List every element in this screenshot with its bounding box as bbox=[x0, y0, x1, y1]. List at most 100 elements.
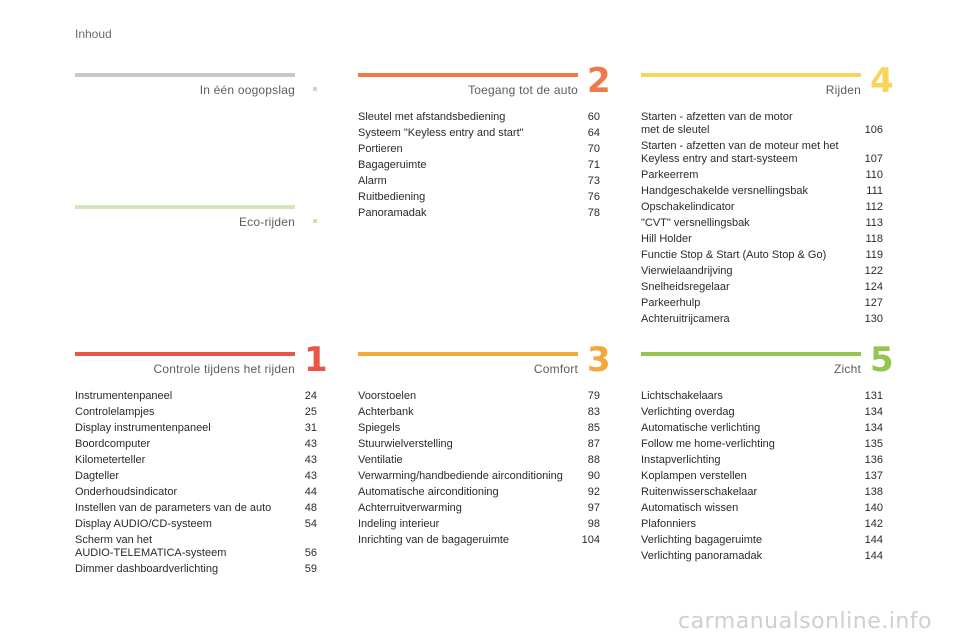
toc-entry[interactable]: Inrichting van de bagageruimte 104 bbox=[358, 532, 600, 548]
section-title[interactable]: Controle tijdens het rijden bbox=[153, 362, 295, 376]
toc-entry[interactable]: Controlelampjes 25 bbox=[75, 404, 317, 420]
section-bar bbox=[641, 352, 861, 356]
section-driving[interactable]: Rijden 4 Starten - afzetten van de motor m… bbox=[641, 64, 894, 325]
toc-entry[interactable]: "CVT" versnellingsbak 113 bbox=[641, 215, 883, 231]
section-title[interactable]: Zicht bbox=[833, 362, 861, 376]
toc-entry[interactable]: Ventilatie 88 bbox=[358, 452, 600, 468]
toc-entry-page: 127 bbox=[864, 296, 883, 309]
toc-entry-title: Lichtschakelaars bbox=[641, 389, 723, 402]
toc-entry[interactable]: Verwarming/handbediende airconditioning 9… bbox=[358, 468, 600, 484]
toc-entry[interactable]: Verlichting overdag 134 bbox=[641, 404, 883, 420]
section-title[interactable]: In één oogopslag bbox=[199, 83, 295, 97]
toc-entry[interactable]: Instrumentenpaneel 24 bbox=[75, 388, 317, 404]
toc-entry[interactable]: Dagteller 43 bbox=[75, 468, 317, 484]
toc-entry[interactable]: Starten - afzetten van de motor met de s… bbox=[641, 109, 883, 138]
section-comfort[interactable]: Comfort 3 Voorstoelen 79 Achterbank 83 Spiegel… bbox=[358, 343, 611, 546]
section-title[interactable]: Comfort bbox=[533, 362, 578, 376]
toc-entry[interactable]: Lichtschakelaars 131 bbox=[641, 388, 883, 404]
toc-entry-title: Opschakelindicator bbox=[641, 200, 735, 213]
toc-entry[interactable]: Onderhoudsindicator 44 bbox=[75, 484, 317, 500]
toc-entry[interactable]: Display AUDIO/CD-systeem 54 bbox=[75, 516, 317, 532]
toc-entry-page: 130 bbox=[864, 312, 883, 325]
toc-entry[interactable]: Bagageruimte 71 bbox=[358, 157, 600, 173]
toc-entry[interactable]: Verlichting bagageruimte 144 bbox=[641, 532, 883, 548]
toc-entry[interactable]: Starten - afzetten van de moteur met het… bbox=[641, 138, 883, 167]
toc-entry[interactable]: Kilometerteller 43 bbox=[75, 452, 317, 468]
toc-entry-title: Achterruitverwarming bbox=[358, 501, 462, 514]
toc-entry-page: 76 bbox=[587, 190, 600, 203]
toc-entry-page: 98 bbox=[587, 517, 600, 530]
toc-entry[interactable]: Hill Holder 118 bbox=[641, 231, 883, 247]
section-title[interactable]: Eco-rijden bbox=[238, 215, 295, 229]
toc-entry-page: 59 bbox=[304, 562, 317, 575]
toc-entry[interactable]: Portieren 70 bbox=[358, 141, 600, 157]
toc-entry-title: Ruitenwisserschakelaar bbox=[641, 485, 758, 498]
toc-entry[interactable]: Boordcomputer 43 bbox=[75, 436, 317, 452]
toc-entry[interactable]: Ruitenwisserschakelaar 138 bbox=[641, 484, 883, 500]
toc-entry-title: Vierwielaandrijving bbox=[641, 264, 733, 277]
toc-entry[interactable]: Achterruitverwarming 97 bbox=[358, 500, 600, 516]
section-bar bbox=[358, 352, 578, 356]
toc-entry-page: 70 bbox=[587, 142, 600, 155]
toc-list: Voorstoelen 79 Achterbank 83 Spiegels 85 Stuur… bbox=[358, 388, 600, 548]
toc-entry[interactable]: Panoramadak 78 bbox=[358, 205, 600, 221]
toc-entry-page: 44 bbox=[304, 485, 317, 498]
toc-entry[interactable]: Achterbank 83 bbox=[358, 404, 600, 420]
section-marker bbox=[313, 219, 317, 223]
toc-entry[interactable]: Spiegels 85 bbox=[358, 420, 600, 436]
section-visibility[interactable]: Zicht 5 Lichtschakelaars 131 Verlichting ove… bbox=[641, 343, 894, 562]
toc-entry[interactable]: Voorstoelen 79 bbox=[358, 388, 600, 404]
watermark: carmanualsonline.info bbox=[678, 609, 932, 634]
toc-entry-title: Stuurwielverstelling bbox=[358, 437, 453, 450]
toc-entry[interactable]: Handgeschakelde versnellingsbak 111 bbox=[641, 183, 883, 199]
toc-list: Lichtschakelaars 131 Verlichting overdag 13… bbox=[641, 388, 883, 564]
toc-entry[interactable]: Automatische airconditioning 92 bbox=[358, 484, 600, 500]
toc-entry[interactable]: Parkeerrem 110 bbox=[641, 167, 883, 183]
toc-entry-title: Functie Stop & Start (Auto Stop & Go) bbox=[641, 248, 827, 261]
toc-entry-title: Display AUDIO/CD-systeem bbox=[75, 517, 212, 530]
toc-entry[interactable]: Alarm 73 bbox=[358, 173, 600, 189]
section-bar bbox=[75, 352, 295, 356]
toc-entry-title: Handgeschakelde versnellingsbak bbox=[641, 184, 808, 197]
toc-entry[interactable]: Achteruitrijcamera 130 bbox=[641, 311, 883, 327]
toc-entry[interactable]: Automatisch wissen 140 bbox=[641, 500, 883, 516]
toc-entry-title: Automatische airconditioning bbox=[358, 485, 499, 498]
section-overview[interactable]: In één oogopslag bbox=[75, 73, 317, 97]
toc-entry-page: 122 bbox=[864, 264, 883, 277]
toc-entry[interactable]: Display instrumentenpaneel 31 bbox=[75, 420, 317, 436]
toc-entry[interactable]: Sleutel met afstandsbediening 60 bbox=[358, 109, 600, 125]
toc-entry[interactable]: Scherm van het AUDIO-TELEMATICA-systeem 5… bbox=[75, 532, 317, 561]
toc-entry-title: Achterbank bbox=[358, 405, 414, 418]
section-title[interactable]: Rijden bbox=[825, 83, 861, 97]
toc-entry[interactable]: Functie Stop & Start (Auto Stop & Go) 119 bbox=[641, 247, 883, 263]
section-controls[interactable]: Controle tijdens het rijden 1 Instrumenten… bbox=[75, 343, 328, 575]
toc-entry[interactable]: Ruitbediening 76 bbox=[358, 189, 600, 205]
toc-entry[interactable]: Instellen van de parameters van de auto 4… bbox=[75, 500, 317, 516]
toc-entry[interactable]: Instapverlichting 136 bbox=[641, 452, 883, 468]
toc-entry-title: Instapverlichting bbox=[641, 453, 721, 466]
toc-entry[interactable]: Opschakelindicator 112 bbox=[641, 199, 883, 215]
toc-entry[interactable]: Parkeerhulp 127 bbox=[641, 295, 883, 311]
toc-entry[interactable]: Follow me home-verlichting 135 bbox=[641, 436, 883, 452]
toc-entry-page: 64 bbox=[587, 126, 600, 139]
toc-entry[interactable]: Verlichting panoramadak 144 bbox=[641, 548, 883, 564]
toc-entry[interactable]: Dimmer dashboardverlichting 59 bbox=[75, 561, 317, 577]
toc-entry-page: 85 bbox=[587, 421, 600, 434]
toc-entry-page: 111 bbox=[866, 184, 883, 197]
toc-entry[interactable]: Stuurwielverstelling 87 bbox=[358, 436, 600, 452]
toc-entry[interactable]: Automatische verlichting 134 bbox=[641, 420, 883, 436]
toc-entry[interactable]: Vierwielaandrijving 122 bbox=[641, 263, 883, 279]
toc-entry-title: Achteruitrijcamera bbox=[641, 312, 730, 325]
toc-entry-title: Bagageruimte bbox=[358, 158, 427, 171]
toc-entry-title: Parkeerrem bbox=[641, 168, 699, 181]
toc-entry[interactable]: Plafonniers 142 bbox=[641, 516, 883, 532]
section-title[interactable]: Toegang tot de auto bbox=[468, 83, 578, 97]
toc-entry[interactable]: Indeling interieur 98 bbox=[358, 516, 600, 532]
toc-entry[interactable]: Koplampen verstellen 137 bbox=[641, 468, 883, 484]
toc-entry[interactable]: Snelheidsregelaar 124 bbox=[641, 279, 883, 295]
toc-entry-page: 48 bbox=[304, 501, 317, 514]
section-access[interactable]: Toegang tot de auto 2 Sleutel met afstands… bbox=[358, 64, 611, 219]
toc-entry-title: Sleutel met afstandsbediening bbox=[358, 110, 506, 123]
section-eco[interactable]: Eco-rijden bbox=[75, 205, 317, 229]
toc-entry[interactable]: Systeem "Keyless entry and start" 64 bbox=[358, 125, 600, 141]
